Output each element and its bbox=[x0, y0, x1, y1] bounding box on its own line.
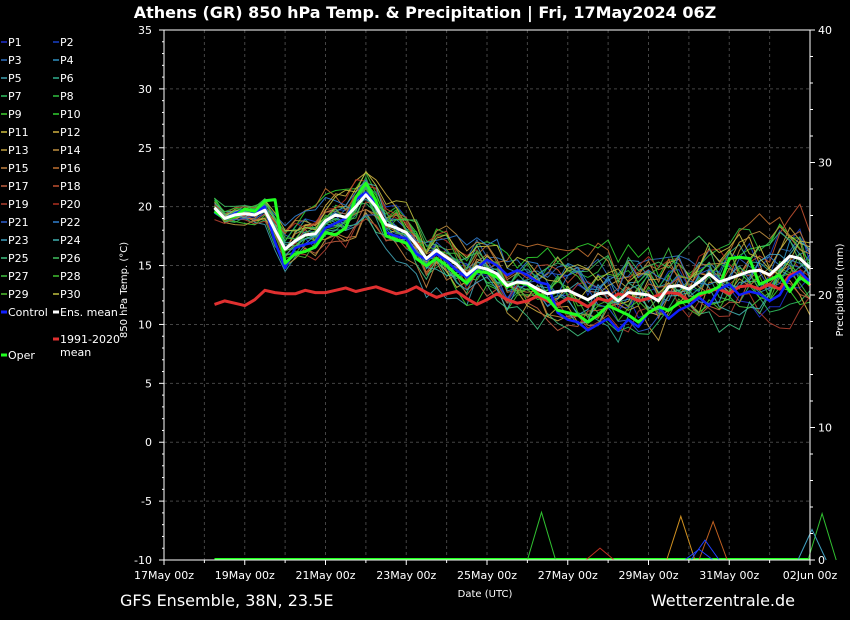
member-line bbox=[214, 218, 811, 333]
legend: P1 P2 P3 P4 P5 P6 P7 P8 P9 P10 P11 P12 P13 P14 P15 P16 P… bbox=[1, 36, 120, 362]
highlight-series bbox=[213, 181, 812, 332]
y2-tick-label: 20 bbox=[818, 289, 832, 302]
x-tick-label: 25May 00z bbox=[457, 569, 517, 582]
x-tick-label: 02Jun 00z bbox=[783, 569, 838, 582]
legend-label: P18 bbox=[60, 180, 81, 193]
legend-label: P15 bbox=[8, 162, 29, 175]
precipitation-bars bbox=[214, 510, 837, 561]
legend-label: P22 bbox=[60, 216, 81, 229]
legend-label: P25 bbox=[8, 252, 29, 265]
legend-label: Ens. mean bbox=[60, 306, 118, 319]
legend-label: P5 bbox=[8, 72, 22, 85]
legend-label: Oper bbox=[8, 349, 35, 362]
y2-tick-label: 10 bbox=[818, 422, 832, 435]
legend-label: P17 bbox=[8, 180, 29, 193]
x-tick-label: 29May 00z bbox=[618, 569, 678, 582]
y-tick-label: 5 bbox=[145, 377, 152, 390]
legend-label: P9 bbox=[8, 108, 22, 121]
y-tick-label: 30 bbox=[138, 83, 152, 96]
precip-spike bbox=[807, 511, 837, 561]
legend-label: Control bbox=[8, 306, 48, 319]
x-tick-label: 31May 00z bbox=[699, 569, 759, 582]
y-tick-label: 15 bbox=[138, 260, 152, 273]
precip-spike bbox=[698, 520, 728, 561]
precip-spike bbox=[585, 547, 615, 561]
y-tick-label: 10 bbox=[138, 318, 152, 331]
y-tick-label: 25 bbox=[138, 142, 152, 155]
y2-tick-label: 30 bbox=[818, 157, 832, 170]
y2-tick-label: 40 bbox=[818, 24, 832, 37]
x-tick-label: 19May 00z bbox=[215, 569, 275, 582]
precip-spike bbox=[684, 548, 714, 561]
legend-label: P3 bbox=[8, 54, 22, 67]
y-tick-label: -10 bbox=[134, 554, 152, 567]
legend-label: P20 bbox=[60, 198, 81, 211]
member-line bbox=[214, 205, 811, 342]
legend-label: mean bbox=[60, 346, 91, 359]
y2-axis-label: Precipitation (mm) bbox=[835, 243, 846, 336]
legend-label: P21 bbox=[8, 216, 29, 229]
legend-label: P19 bbox=[8, 198, 29, 211]
member-line bbox=[214, 205, 811, 337]
x-tick-label: 17May 00z bbox=[134, 569, 194, 582]
member-line bbox=[214, 170, 811, 297]
legend-label: P27 bbox=[8, 270, 29, 283]
legend-label: P2 bbox=[60, 36, 74, 49]
member-line bbox=[214, 182, 811, 280]
legend-label: P16 bbox=[60, 162, 81, 175]
legend-label: P11 bbox=[8, 126, 29, 139]
legend-label: P28 bbox=[60, 270, 81, 283]
member-line bbox=[214, 178, 811, 296]
x-axis-label: Date (UTC) bbox=[458, 589, 513, 600]
legend-label: P26 bbox=[60, 252, 81, 265]
precip-spike bbox=[526, 510, 557, 561]
legend-label: P6 bbox=[60, 72, 74, 85]
x-tick-label: 21May 00z bbox=[295, 569, 355, 582]
control-line bbox=[213, 191, 811, 332]
legend-label: P24 bbox=[60, 234, 81, 247]
legend-label: P8 bbox=[60, 90, 74, 103]
precip-spike bbox=[690, 539, 720, 561]
x-tick-label: 23May 00z bbox=[376, 569, 436, 582]
legend-label: P4 bbox=[60, 54, 74, 67]
footer-source: Wetterzentrale.de bbox=[651, 591, 795, 610]
y-tick-label: 20 bbox=[138, 201, 152, 214]
x-tick-label: 27May 00z bbox=[538, 569, 598, 582]
legend-label: P10 bbox=[60, 108, 81, 121]
ens-mean-line bbox=[213, 193, 812, 303]
precip-spike bbox=[666, 514, 696, 561]
legend-label: P23 bbox=[8, 234, 29, 247]
member-line bbox=[214, 206, 811, 320]
page-title: Athens (GR) 850 hPa Temp. & Precipitatio… bbox=[133, 3, 717, 22]
y-tick-label: 35 bbox=[138, 24, 152, 37]
ensemble-members bbox=[214, 170, 811, 344]
legend-label: P7 bbox=[8, 90, 22, 103]
legend-label: P14 bbox=[60, 144, 81, 157]
legend-label: 1991-2020 bbox=[60, 333, 120, 346]
y-axis-label: 850 hPa Temp. (°C) bbox=[119, 242, 130, 338]
footer-model: GFS Ensemble, 38N, 23.5E bbox=[120, 591, 333, 610]
legend-label: P12 bbox=[60, 126, 81, 139]
y-tick-label: 0 bbox=[145, 436, 152, 449]
legend-label: P30 bbox=[60, 288, 81, 301]
y-tick-label: -5 bbox=[141, 495, 152, 508]
legend-label: P29 bbox=[8, 288, 29, 301]
legend-label: P1 bbox=[8, 36, 22, 49]
legend-label: P13 bbox=[8, 144, 29, 157]
y2-tick-label: 0 bbox=[818, 554, 825, 567]
axes: -10 -5 0 5 10 15 20 25 30 35 0 10 20 30 40 17May 00z 19M… bbox=[134, 24, 837, 582]
precip-spike bbox=[797, 528, 827, 561]
